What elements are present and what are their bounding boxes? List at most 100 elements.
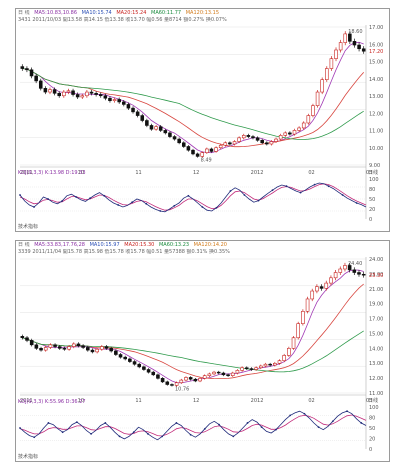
ma-legend-bottom: 日 线 MA5:33.83,17.76,28 MA10:15.97 MA20:1… [18,242,387,248]
candle-body [103,95,108,99]
kdj-point [89,197,92,200]
price-tick-label: 16.00 [369,42,383,48]
kdj-point [90,432,92,435]
candle-body [177,138,181,144]
candle-body [108,97,112,102]
candle-body [75,94,80,98]
kdj-k-line [19,410,367,441]
candle-body [325,68,329,80]
footer-label-bottom: 技术指标 [18,454,39,460]
price-tick-label: 17.00 [369,317,383,323]
candle-body [237,137,241,142]
kdj-point [243,194,246,196]
moving-average-line [22,41,364,154]
kdj-point [341,194,344,196]
candle-body [310,290,315,300]
candle-body [226,374,230,376]
candle-body [347,265,352,271]
kdj-tick-label: 0 [369,447,372,453]
candle-body [81,345,85,348]
kdj-point [61,431,64,434]
last-price-label: 23.30 [369,273,383,279]
candle-body [343,265,347,270]
date-tick-label: 2011 [20,170,33,176]
kdj-point [289,414,292,417]
kdj-point [131,201,134,204]
ma60-label: MA60:13.23 [158,242,190,248]
price-tick-label: 15.00 [369,60,383,66]
kdj-point [161,435,164,438]
ma5-label: MA5:10.83,10.86 [34,10,78,16]
candle-body [53,344,57,347]
candle-body [305,298,310,312]
candle-body [126,104,131,109]
kdj-point [201,206,204,208]
price-tick-label: 15.00 [369,331,383,337]
candle-body [357,272,361,275]
candle-body [128,358,132,362]
kdj-point [346,410,348,413]
candle-body [319,286,324,289]
candle-body [20,336,25,339]
kdj-tick-label: 80 [369,416,375,422]
candle-body [214,147,218,152]
candle-body [223,142,228,146]
kdj-point [104,422,107,424]
price-tick-label: 21.00 [369,287,383,293]
candle-body [260,140,264,144]
candle-body [249,368,254,370]
kdj-point [229,190,232,192]
candle-body [320,79,324,93]
candle-body [94,92,98,95]
candle-body [343,33,348,43]
candle-body [62,348,67,350]
kdj-tick-label: 80 [369,187,375,193]
moving-average-line [22,330,364,373]
low-price-label: 10.76 [175,387,189,393]
price-tick-label: 19.00 [369,302,383,308]
candle-body [117,99,121,103]
candle-body [198,378,202,382]
kdj-point [117,204,120,206]
ma20-label: MA20:15.30 [124,242,155,248]
candle-body [235,370,240,374]
high-price-label: 18.60 [348,29,362,35]
candle-body [160,378,165,383]
candle-body [273,363,277,366]
candle-body [90,349,95,353]
kdj-point [175,422,178,424]
date-tick-label: 2011 [20,398,33,404]
candle-body [205,148,209,153]
chart-panel-top[interactable]: 日 线 MA5:10.83,10.86 MA10:15.74 MA20:15.2… [15,8,390,232]
candle-body [71,90,75,95]
candle-body [265,142,269,145]
date-tick-label: 12 [193,170,199,176]
ma10-label: MA10:15.97 [89,242,120,248]
candle-body [156,374,160,379]
candle-body [361,48,366,52]
kdj-point [215,206,218,209]
kdj-point [303,412,306,415]
kdj-point [275,428,277,431]
kdj-point [317,426,320,429]
candle-body [114,350,118,355]
kdj-point [19,427,21,429]
candle-body [230,372,235,376]
candle-body [122,101,126,105]
candle-body [118,354,123,358]
kdj-point [33,206,35,208]
candle-body [338,42,343,51]
candle-body [269,141,274,145]
kdj-point [147,432,149,435]
candle-body [200,152,205,157]
date-tick-label: 2012 [251,398,264,404]
kdj-point [75,196,78,198]
chart-panel-bottom[interactable]: 日 线 MA5:33.83,17.76,28 MA10:15.97 MA20:1… [15,240,390,462]
candle-body [287,348,291,356]
candle-body [80,95,85,98]
candle-body [43,88,48,93]
candlestick-chart-bottom[interactable]: 24.00 23.00 21.00 19.00 17.00 15.00 14.00 13.00… [16,241,389,461]
candle-body [52,89,57,94]
candle-body [25,68,29,71]
candlestick-chart-top[interactable]: 17.00 16.00 15.00 14.00 13.00 12.00 11.00 10.00… [16,9,389,231]
